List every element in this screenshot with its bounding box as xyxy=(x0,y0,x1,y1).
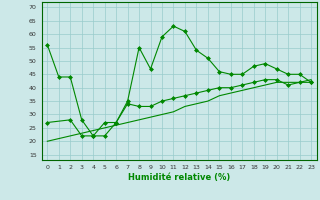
X-axis label: Humidité relative (%): Humidité relative (%) xyxy=(128,173,230,182)
